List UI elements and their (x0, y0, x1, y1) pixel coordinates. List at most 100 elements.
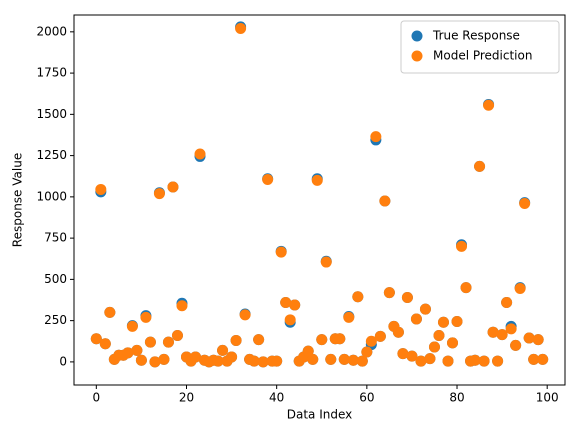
point (537, 353, 549, 365)
point (370, 131, 382, 143)
point (153, 188, 165, 200)
point (280, 296, 292, 308)
point (230, 334, 242, 346)
point (528, 353, 540, 365)
point (505, 323, 517, 335)
point (316, 334, 328, 346)
x-tick-label: 80 (449, 391, 464, 405)
x-tick-label: 60 (359, 391, 374, 405)
point (131, 344, 143, 356)
point (95, 183, 107, 195)
point (212, 355, 224, 367)
y-tick-label: 0 (59, 354, 67, 368)
point (356, 355, 368, 367)
point (410, 313, 422, 325)
point (289, 299, 301, 311)
point (374, 330, 386, 342)
plot-frame (73, 14, 566, 386)
point (379, 195, 391, 207)
point (532, 334, 544, 346)
point (122, 347, 134, 359)
x-tick-label: 20 (179, 391, 194, 405)
y-tick-label: 1250 (36, 148, 67, 162)
legend-box (400, 20, 560, 74)
point (307, 353, 319, 365)
y-tick-label: 1500 (36, 107, 67, 121)
point (90, 333, 102, 345)
point (343, 311, 355, 323)
point (483, 99, 495, 111)
y-tick-label: 1000 (36, 189, 67, 203)
point (514, 282, 526, 294)
point (347, 354, 359, 366)
y-tick-label: 1750 (36, 66, 67, 80)
point (239, 309, 251, 321)
legend-marker (411, 30, 423, 42)
point (190, 351, 202, 363)
point (419, 303, 431, 315)
point (428, 341, 440, 353)
point (474, 160, 486, 172)
point (320, 256, 332, 268)
point (162, 336, 174, 348)
point (158, 353, 170, 365)
y-tick-label: 500 (44, 272, 67, 286)
point (352, 291, 364, 303)
point (217, 344, 229, 356)
point (135, 354, 147, 366)
point (149, 356, 161, 368)
y-tick-label: 750 (44, 231, 67, 245)
x-tick-label: 40 (269, 391, 284, 405)
y-tick-label: 2000 (36, 24, 67, 38)
point (140, 311, 152, 323)
point (144, 336, 156, 348)
legend-marker (411, 50, 423, 62)
point (248, 355, 260, 367)
point (424, 353, 436, 365)
point (442, 355, 454, 367)
point (437, 316, 449, 328)
x-axis-label: Data Index (287, 408, 353, 422)
point (501, 296, 513, 308)
point (469, 354, 481, 366)
point (171, 329, 183, 341)
point (302, 345, 314, 357)
point (496, 329, 508, 341)
legend-label: True Response (432, 29, 520, 43)
point (194, 148, 206, 160)
point (397, 348, 409, 360)
point (365, 335, 377, 347)
y-tick-label: 250 (44, 313, 67, 327)
point (275, 246, 287, 258)
x-tick-label: 0 (92, 391, 100, 405)
point (492, 355, 504, 367)
point (338, 353, 350, 365)
point (271, 355, 283, 367)
point (226, 351, 238, 363)
point (447, 337, 459, 349)
point (406, 350, 418, 362)
point (401, 292, 413, 304)
point (487, 326, 499, 338)
point (460, 282, 472, 294)
point (510, 339, 522, 351)
point (325, 353, 337, 365)
x-tick-label: 100 (536, 391, 559, 405)
point (415, 355, 427, 367)
point (262, 174, 274, 186)
y-axis-label: Response Value (11, 153, 25, 247)
point (284, 314, 296, 326)
point (361, 346, 373, 358)
point (433, 329, 445, 341)
point (456, 240, 468, 252)
point (99, 338, 111, 350)
point (311, 174, 323, 186)
point (519, 197, 531, 209)
point (523, 332, 535, 344)
point (176, 300, 188, 312)
legend-label: Model Prediction (433, 49, 532, 63)
point (104, 306, 116, 318)
point (167, 181, 179, 193)
point (126, 320, 138, 332)
point (383, 287, 395, 299)
